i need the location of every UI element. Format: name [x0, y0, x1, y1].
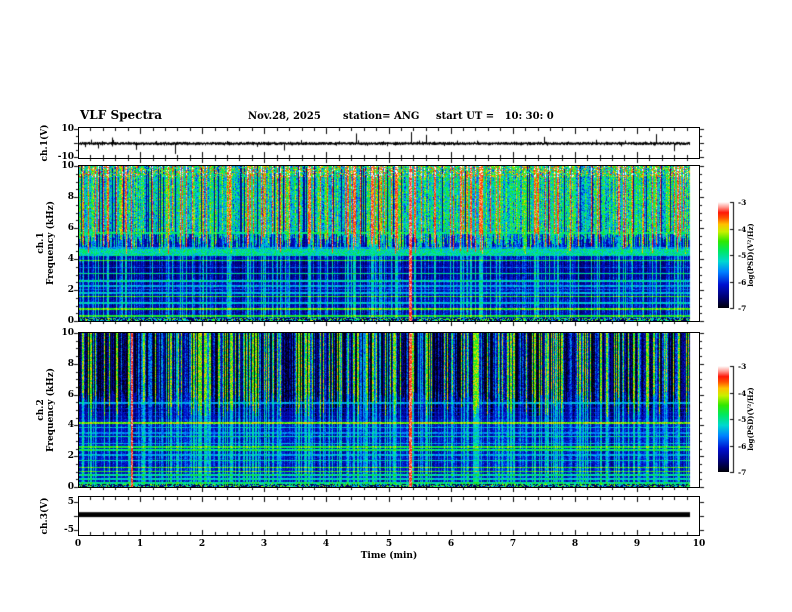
y-tick-label: 4: [67, 254, 74, 264]
ch3-voltage-axis-label: ch.3(V): [39, 456, 53, 576]
colorbar-tick-label: -6: [738, 278, 747, 287]
colorbar-tick-label: -7: [738, 468, 747, 477]
start-time-label: start UT = 10: 30: 0: [436, 111, 554, 122]
colorbar-tick-label: -3: [738, 362, 747, 371]
colorbar-tick-label: -7: [738, 304, 747, 313]
x-tick-label: 6: [447, 539, 455, 549]
x-tick-label: 5: [385, 539, 393, 549]
y-tick-label: 10: [61, 328, 74, 338]
date-label: Nov.28, 2025: [248, 111, 321, 122]
ch2-axis-line2: Frequency (kHz): [46, 368, 56, 453]
plot-title: VLF Spectra: [80, 108, 163, 122]
y-tick-label: 0: [67, 316, 74, 326]
y-tick-label: 4: [67, 420, 74, 430]
colorbar-tick-label: -6: [738, 442, 747, 451]
y-tick-label: 2: [67, 451, 74, 461]
y-tick-label: 2: [67, 285, 74, 295]
x-tick-label: 0: [74, 539, 82, 549]
colorbar-1-label: log(PSD)(V²/Hz): [746, 223, 755, 287]
ch1-spectrogram-panel: [78, 165, 700, 322]
x-tick-label: 4: [322, 539, 330, 549]
y-tick-label: 10: [61, 124, 74, 134]
colorbar-tick-label: -4: [738, 389, 747, 398]
time-axis-label: Time (min): [360, 551, 418, 561]
ch1-waveform-canvas: [79, 128, 699, 158]
colorbar-2-label: log(PSD)(V²/Hz): [746, 387, 755, 451]
x-tick-label: 2: [198, 539, 206, 549]
x-tick-label: 7: [509, 539, 517, 549]
colorbar-1-gradient: [718, 202, 729, 308]
x-tick-label: 9: [633, 539, 641, 549]
y-tick-label: 0: [67, 482, 74, 492]
x-tick-label: 10: [692, 539, 706, 549]
y-tick-label: 8: [67, 359, 74, 369]
y-tick-label: 10: [61, 161, 74, 171]
y-tick-label: 5: [67, 497, 74, 507]
colorbar-tick-label: -3: [738, 198, 747, 207]
ch2-spectrogram-panel: [78, 332, 700, 488]
y-tick-label: 8: [67, 192, 74, 202]
ch2-spectrogram-canvas: [79, 333, 699, 487]
ch1-spectrogram-canvas: [79, 166, 699, 321]
colorbar-tick-label: -5: [738, 251, 747, 260]
y-tick-label: 6: [67, 223, 74, 233]
ch3-waveform-panel: [78, 496, 700, 536]
ch3-waveform-canvas: [79, 497, 699, 535]
y-tick-label: -5: [64, 525, 74, 535]
x-tick-label: 1: [136, 539, 144, 549]
y-tick-label: 6: [67, 390, 74, 400]
ch1-waveform-panel: [78, 127, 700, 159]
x-tick-label: 3: [260, 539, 268, 549]
ch1-axis-line2: Frequency (kHz): [46, 201, 56, 286]
colorbar-2-gradient: [718, 366, 729, 472]
x-tick-label: 8: [571, 539, 579, 549]
station-label: station= ANG: [343, 111, 420, 122]
colorbar-tick-label: -5: [738, 415, 747, 424]
colorbar-tick-label: -4: [738, 225, 747, 234]
